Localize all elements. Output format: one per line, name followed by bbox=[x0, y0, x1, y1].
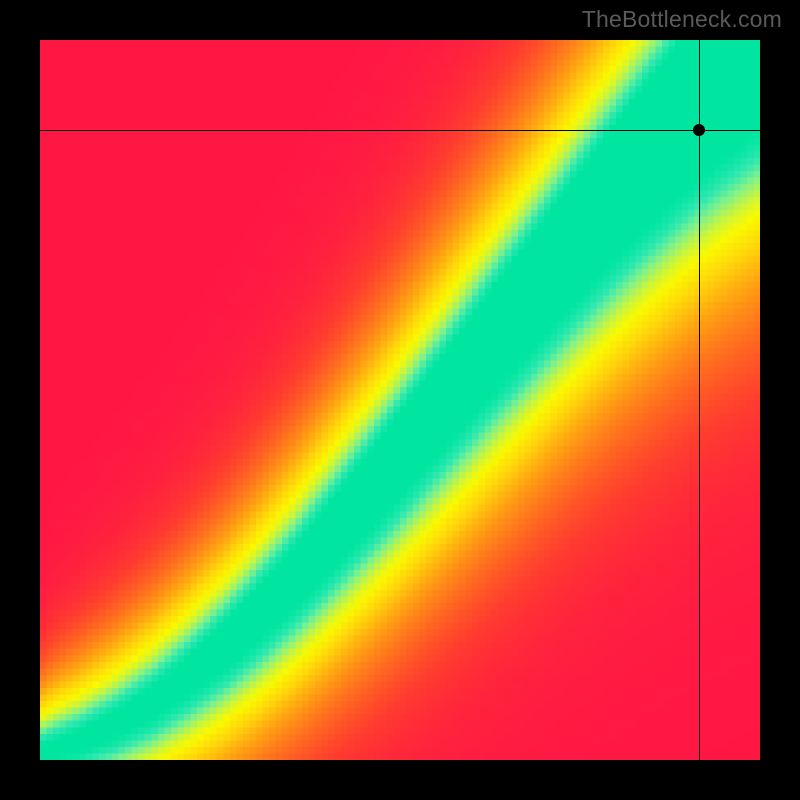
bottleneck-heatmap bbox=[40, 40, 760, 760]
selection-marker-dot bbox=[693, 124, 705, 136]
crosshair-horizontal bbox=[40, 130, 760, 131]
crosshair-vertical bbox=[699, 40, 700, 760]
chart-container: TheBottleneck.com bbox=[0, 0, 800, 800]
watermark-text: TheBottleneck.com bbox=[582, 6, 782, 33]
